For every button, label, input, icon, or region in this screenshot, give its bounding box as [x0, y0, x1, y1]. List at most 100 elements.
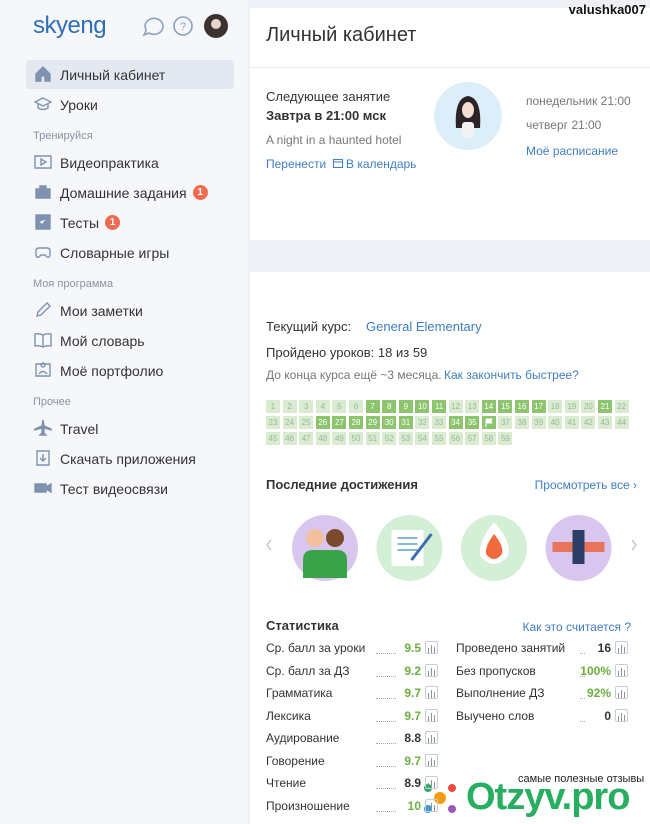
lesson-cell[interactable]: 47: [299, 432, 314, 445]
lesson-cell[interactable]: 33: [432, 416, 446, 429]
lesson-cell[interactable]: 2: [282, 400, 297, 413]
stat-chart-button[interactable]: [425, 641, 438, 654]
finish-faster-link[interactable]: Как закончить быстрее?: [444, 368, 579, 382]
icon-shape: [34, 482, 52, 494]
menu-item[interactable]: Тесты 1: [26, 208, 234, 237]
lesson-cell[interactable]: 17: [531, 400, 546, 413]
menu-item[interactable]: Тест видеосвязи: [26, 474, 234, 503]
lesson-cell[interactable]: 45: [266, 432, 280, 445]
menu-item[interactable]: Мои заметки: [26, 296, 234, 325]
stat-chart-button[interactable]: [615, 641, 628, 654]
lesson-cell[interactable]: 31: [398, 416, 413, 429]
stats-link[interactable]: Как это считается ?: [522, 620, 631, 634]
lesson-cell[interactable]: 37: [498, 416, 513, 429]
stat-chart-button[interactable]: [425, 686, 438, 699]
stat-chart-button[interactable]: [425, 731, 438, 744]
lesson-cell[interactable]: 46: [282, 432, 297, 445]
course-name[interactable]: General Elementary: [366, 319, 482, 334]
stat-chart-button[interactable]: [425, 776, 438, 789]
reschedule-link[interactable]: Перенести: [266, 157, 327, 171]
lesson-cell[interactable]: 54: [415, 432, 430, 445]
lesson-cell[interactable]: 42: [581, 416, 596, 429]
lesson-cell[interactable]: 14: [481, 400, 496, 413]
stat-chart-button[interactable]: [425, 663, 438, 677]
lesson-cell[interactable]: 23: [266, 416, 280, 429]
menu-label: Тест видеосвязи: [60, 481, 168, 497]
lesson-cell[interactable]: 29: [365, 416, 380, 429]
lesson-cell[interactable]: 18: [548, 400, 563, 413]
lesson-cell[interactable]: 25: [299, 416, 314, 429]
lesson-cell[interactable]: 7: [365, 400, 380, 413]
lesson-cell[interactable]: 20: [581, 400, 596, 413]
help-icon[interactable]: [173, 16, 193, 36]
lesson-cell[interactable]: [481, 416, 496, 429]
menu-label: Мои заметки: [60, 303, 143, 319]
menu-item[interactable]: Скачать приложения: [26, 444, 234, 473]
lesson-cell[interactable]: 11: [432, 400, 446, 413]
stat-chart-button[interactable]: [615, 686, 628, 699]
lesson-cell[interactable]: 55: [432, 432, 446, 445]
lesson-cell[interactable]: 13: [465, 400, 480, 413]
lesson-cell[interactable]: 30: [382, 416, 397, 429]
menu-item[interactable]: Travel: [26, 414, 234, 443]
lesson-cell[interactable]: 16: [515, 400, 529, 413]
course-label: Текущий курс:: [266, 319, 352, 334]
lesson-cell[interactable]: 53: [398, 432, 413, 445]
lesson-cell[interactable]: 41: [564, 416, 579, 429]
lesson-cell[interactable]: 58: [481, 432, 496, 445]
lesson-cell[interactable]: 19: [564, 400, 579, 413]
lesson-cell[interactable]: 27: [332, 416, 347, 429]
lesson-cell[interactable]: 21: [598, 400, 612, 413]
lesson-cell[interactable]: 24: [282, 416, 297, 429]
prev-arrow[interactable]: [266, 539, 272, 551]
lesson-cell[interactable]: 34: [448, 416, 463, 429]
achievements-link[interactable]: Просмотреть все ›: [534, 478, 637, 492]
lesson-cell[interactable]: 38: [515, 416, 529, 429]
lesson-cell[interactable]: 4: [315, 400, 330, 413]
menu-item[interactable]: Личный кабинет: [26, 60, 234, 89]
lesson-cell[interactable]: 51: [365, 432, 380, 445]
lesson-cell[interactable]: 43: [598, 416, 612, 429]
lesson-cell[interactable]: 6: [349, 400, 363, 413]
lesson-cell[interactable]: 28: [349, 416, 363, 429]
stat-chart-button[interactable]: [615, 663, 628, 677]
menu-item[interactable]: Домашние задания 1: [26, 178, 234, 207]
lesson-cell[interactable]: 12: [448, 400, 463, 413]
lesson-cell[interactable]: 3: [299, 400, 314, 413]
logo[interactable]: skyeng: [33, 12, 107, 39]
lesson-cell[interactable]: 8: [382, 400, 397, 413]
stat-chart-button[interactable]: [425, 753, 438, 767]
stat-bar-icon: [431, 802, 432, 811]
lesson-cell[interactable]: 44: [614, 416, 629, 429]
stat-chart-button[interactable]: [425, 798, 438, 812]
lesson-cell[interactable]: 40: [548, 416, 563, 429]
lesson-cell[interactable]: 49: [332, 432, 347, 445]
lesson-cell[interactable]: 5: [332, 400, 347, 413]
lesson-cell[interactable]: 48: [315, 432, 330, 445]
menu-item[interactable]: Словарные игры: [26, 238, 234, 267]
lesson-cell[interactable]: 32: [415, 416, 430, 429]
lesson-cell[interactable]: 1: [266, 400, 280, 413]
lesson-cell[interactable]: 15: [498, 400, 513, 413]
menu-item[interactable]: Мой словарь: [26, 326, 234, 355]
menu-item[interactable]: Видеопрактика: [26, 148, 234, 177]
lesson-cell[interactable]: 52: [382, 432, 397, 445]
lesson-cell[interactable]: 39: [531, 416, 546, 429]
lesson-cell[interactable]: 56: [448, 432, 463, 445]
next-arrow[interactable]: [631, 539, 637, 551]
stat-chart-button[interactable]: [425, 708, 438, 722]
lesson-cell[interactable]: 22: [614, 400, 629, 413]
lesson-cell[interactable]: 57: [465, 432, 480, 445]
lesson-cell[interactable]: 35: [465, 416, 480, 429]
lesson-cell[interactable]: 9: [398, 400, 413, 413]
chat-icon[interactable]: [142, 17, 164, 37]
calendar-link[interactable]: В календарь: [346, 157, 417, 171]
menu-item[interactable]: Моё портфолио: [26, 356, 234, 385]
stat-chart-button[interactable]: [615, 708, 628, 722]
lesson-cell[interactable]: 59: [498, 432, 513, 445]
lesson-cell[interactable]: 50: [349, 432, 363, 445]
lesson-cell[interactable]: 26: [315, 416, 330, 429]
menu-item[interactable]: Уроки: [26, 90, 234, 119]
schedule-link[interactable]: Моё расписание: [526, 144, 619, 158]
lesson-cell[interactable]: 10: [415, 400, 430, 413]
